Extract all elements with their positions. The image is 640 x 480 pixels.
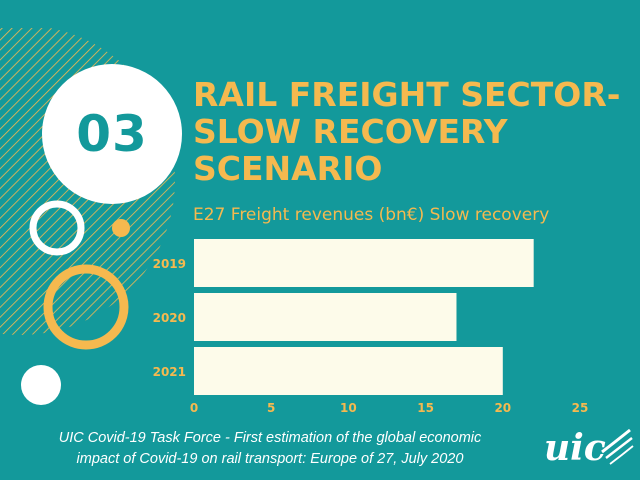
slide-number: 03 xyxy=(76,105,148,163)
x-tick-label-5: 5 xyxy=(267,401,275,415)
logo-swoosh-2 xyxy=(605,437,633,459)
orange-dot-decoration xyxy=(112,219,130,237)
orange-ring-decoration xyxy=(43,264,129,350)
slide-title-line-2: SLOW RECOVERY xyxy=(193,112,508,151)
white-dot-decoration xyxy=(21,365,61,405)
y-tick-label-2019: 2019 xyxy=(153,257,186,271)
white-ring-decoration xyxy=(29,200,85,256)
logo-swoosh-3 xyxy=(609,445,634,465)
x-tick-label-0: 0 xyxy=(190,401,198,415)
bar-2020 xyxy=(194,293,457,341)
x-tick-label-10: 10 xyxy=(340,401,357,415)
y-tick-label-2020: 2020 xyxy=(153,311,186,325)
y-tick-label-2021: 2021 xyxy=(153,365,186,379)
x-tick-label-20: 20 xyxy=(494,401,511,415)
slide-number-badge: 03 xyxy=(42,64,182,204)
uic-logo: uic xyxy=(544,427,634,469)
footer-line-2: impact of Covid-19 on rail transport: Eu… xyxy=(76,451,464,467)
logo-swoosh-1 xyxy=(601,428,631,454)
bar-2019 xyxy=(194,239,534,287)
uic-logo-text: uic xyxy=(544,427,606,469)
footer-line-1: UIC Covid-19 Task Force - First estimati… xyxy=(58,430,482,446)
bar-2021 xyxy=(194,347,503,395)
source-footer: UIC Covid-19 Task Force - First estimati… xyxy=(10,428,530,470)
slide-title: RAIL FREIGHT SECTOR- SLOW RECOVERY SCENA… xyxy=(193,76,633,187)
chart-title: E27 Freight revenues (bn€) Slow recovery xyxy=(193,205,550,225)
x-tick-label-25: 25 xyxy=(572,401,589,415)
x-tick-label-15: 15 xyxy=(417,401,434,415)
slide-title-line-3: SCENARIO xyxy=(193,149,383,188)
slide-title-line-1: RAIL FREIGHT SECTOR- xyxy=(193,75,621,114)
